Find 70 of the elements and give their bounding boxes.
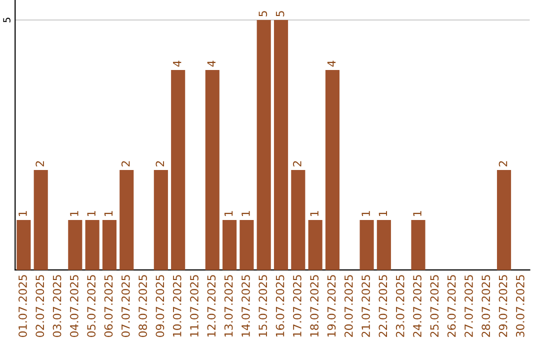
x-tick-label: 05.07.2025 [87, 275, 96, 338]
x-tick-label: 26.07.2025 [447, 275, 456, 337]
data-label: 4 [173, 60, 182, 67]
bar [222, 220, 237, 270]
bar [85, 220, 100, 270]
x-tick-label: 08.07.2025 [138, 275, 147, 338]
bar [291, 170, 306, 270]
x-tick-label: 25.07.2025 [430, 275, 439, 337]
bar [240, 220, 254, 270]
x-tick-label: 03.07.2025 [52, 275, 62, 338]
data-label: 1 [224, 211, 233, 216]
x-tick-label: 18.07.2025 [310, 275, 319, 337]
x-tick-label: 19.07.2025 [327, 275, 336, 337]
x-tick-label: 09.07.2025 [156, 275, 164, 338]
x-tick-label: 06.07.2025 [104, 275, 113, 338]
x-tick-label: 23.07.2025 [396, 275, 404, 337]
x-tick-label: 02.07.2025 [36, 275, 44, 338]
bar [171, 70, 186, 270]
data-label: 1 [378, 211, 387, 216]
data-label: 4 [207, 60, 216, 67]
x-tick-label: 15.07.2025 [258, 275, 268, 337]
bar [496, 170, 512, 270]
data-label: 5 [258, 11, 268, 16]
data-label: 2 [156, 161, 164, 166]
data-label: 1 [362, 211, 370, 216]
data-label: 1 [87, 211, 96, 216]
x-tick-label: 29.07.2025 [498, 275, 508, 337]
x-tick-label: 28.07.2025 [482, 275, 490, 337]
bar [34, 170, 48, 270]
data-label: 1 [18, 211, 27, 216]
x-tick-label: 11.07.2025 [190, 275, 198, 337]
data-label: 2 [36, 161, 44, 166]
x-tick-label: 30.07.2025 [516, 275, 524, 337]
x-tick-label: 10.07.2025 [172, 275, 182, 337]
x-tick-label: 21.07.2025 [362, 275, 370, 337]
data-label: 2 [121, 161, 130, 166]
x-tick-label: 16.07.2025 [276, 275, 284, 337]
x-tick-label: 13.07.2025 [224, 275, 233, 337]
x-tick-label: 07.07.2025 [121, 275, 130, 338]
bar [325, 70, 340, 270]
bar [120, 170, 134, 270]
data-label: 4 [327, 60, 336, 67]
x-tick-label: 04.07.2025 [70, 275, 78, 338]
bar [376, 220, 391, 270]
x-tick-label: 01.07.2025 [18, 275, 27, 338]
data-label: 2 [292, 161, 302, 166]
bar [411, 220, 426, 270]
bar [256, 20, 271, 270]
data-label: 2 [498, 161, 508, 166]
data-label: 1 [310, 211, 318, 216]
data-label: 1 [104, 211, 113, 216]
bar [308, 220, 322, 270]
x-tick-label: 14.07.2025 [242, 275, 250, 337]
bar [16, 220, 31, 270]
bar [360, 220, 374, 270]
x-tick-label: 27.07.2025 [464, 275, 473, 337]
data-label: 1 [242, 211, 250, 216]
x-tick-label: 20.07.2025 [344, 275, 353, 337]
data-label: 1 [413, 211, 422, 216]
data-label: 5 [276, 11, 284, 16]
x-tick-label: 24.07.2025 [413, 275, 422, 337]
x-tick-label: 22.07.2025 [378, 275, 388, 337]
x-tick-label: 17.07.2025 [292, 275, 302, 337]
bar [274, 20, 288, 270]
bar [102, 220, 116, 270]
bar [205, 70, 220, 270]
bar [154, 170, 168, 270]
x-tick-label: 12.07.2025 [207, 275, 216, 337]
data-label: 1 [70, 211, 78, 216]
bar [68, 220, 82, 270]
